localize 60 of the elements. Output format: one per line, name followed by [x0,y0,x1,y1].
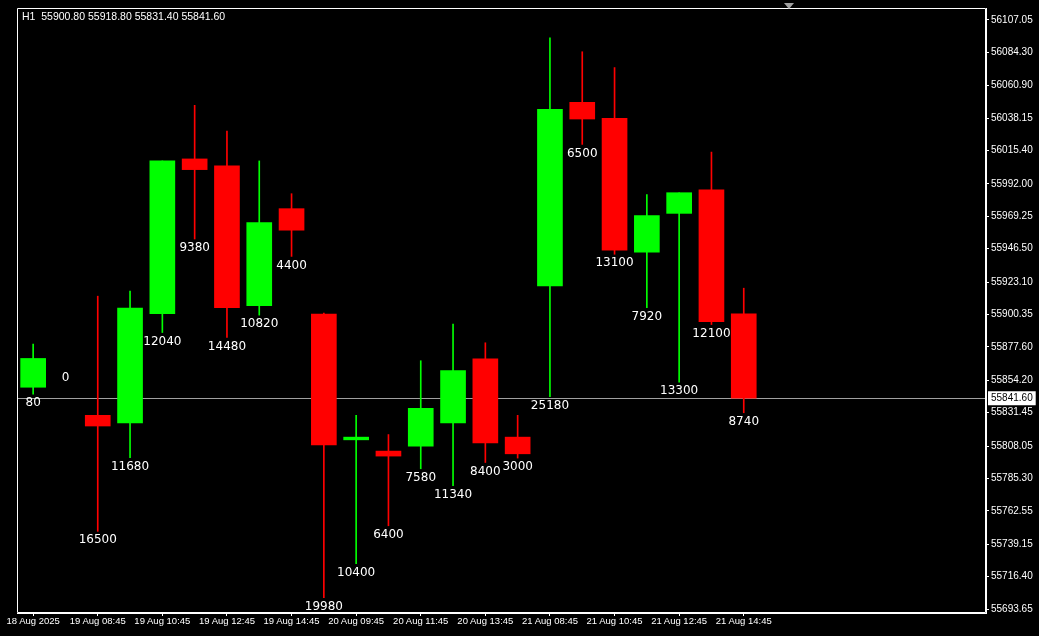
y-tick-label: 55808.05 [991,439,1034,451]
y-tick-label: 55716.40 [991,570,1034,582]
x-tick-label: 21 Aug 12:45 [651,615,708,627]
text: 13300 [660,383,699,398]
x-tick-label: 19 Aug 10:45 [134,615,191,627]
y-tick-label: 55762.55 [991,504,1034,516]
text: 10400 [337,564,376,579]
x-tick-label: 21 Aug 10:45 [586,615,643,627]
x-tick-label: 19 Aug 12:45 [198,615,255,627]
x-tick-label: 18 Aug 2025 [6,615,60,627]
y-tick-label: 56107.05 [991,13,1034,25]
text: 80 [25,395,41,410]
text: 8740 [728,413,760,428]
candlestick [666,192,692,383]
x-tick-label: 20 Aug 13:45 [457,615,514,627]
y-tick-label: 56015.40 [991,144,1034,156]
y-tick-label: 56038.15 [991,111,1034,123]
x-tick-label: 21 Aug 08:45 [521,615,578,627]
text: 8400 [470,463,501,478]
y-tick-label: 56084.30 [991,46,1034,58]
text: 25180 [530,397,570,412]
y-tick-label: 55739.15 [991,537,1034,549]
y-tick-label: 55923.10 [991,275,1034,287]
y-tick-label: 55854.20 [991,374,1034,386]
text: 19980 [304,598,343,613]
text: 7920 [631,308,663,323]
y-tick-label: 55992.00 [991,177,1034,189]
y-tick-label: 55946.50 [991,242,1034,254]
text: 16500 [78,532,117,547]
text: 11340 [433,486,473,501]
candlestick [343,414,369,564]
text: 0 [61,369,70,384]
y-tick-label: 55900.35 [991,308,1034,320]
text: 9380 [179,240,210,255]
x-tick-label: 19 Aug 08:45 [69,615,126,627]
text: 6500 [566,145,598,160]
text: 4400 [276,257,307,272]
text: 3000 [502,459,533,474]
x-tick-label: 20 Aug 11:45 [393,615,449,627]
x-tick-label: 19 Aug 14:45 [263,615,320,627]
x-tick-label: 20 Aug 09:45 [328,615,385,627]
text: 7580 [405,469,437,484]
text: 13100 [595,255,634,270]
text: 11680 [110,458,150,473]
y-tick-label: 55785.30 [991,472,1034,484]
y-tick-label: 55831.45 [991,406,1034,418]
y-tick-label: 55693.65 [991,602,1034,614]
text: 12100 [692,325,731,340]
text: 14480 [207,338,247,353]
y-tick-label: 55877.60 [991,340,1034,352]
candlestick [84,295,111,532]
y-tick-label: 55969.25 [991,210,1034,222]
chart-title: H1 55900.80 55918.80 55831.40 55841.60 [22,9,226,22]
y-tick-label: 56060.90 [991,79,1034,91]
x-tick-label: 21 Aug 14:45 [715,615,772,627]
candlestick [569,51,596,145]
ref-line-label: 55841.60 [991,392,1034,404]
text: 6400 [373,526,404,541]
text: 12040 [143,333,182,348]
text: 10820 [240,316,279,331]
